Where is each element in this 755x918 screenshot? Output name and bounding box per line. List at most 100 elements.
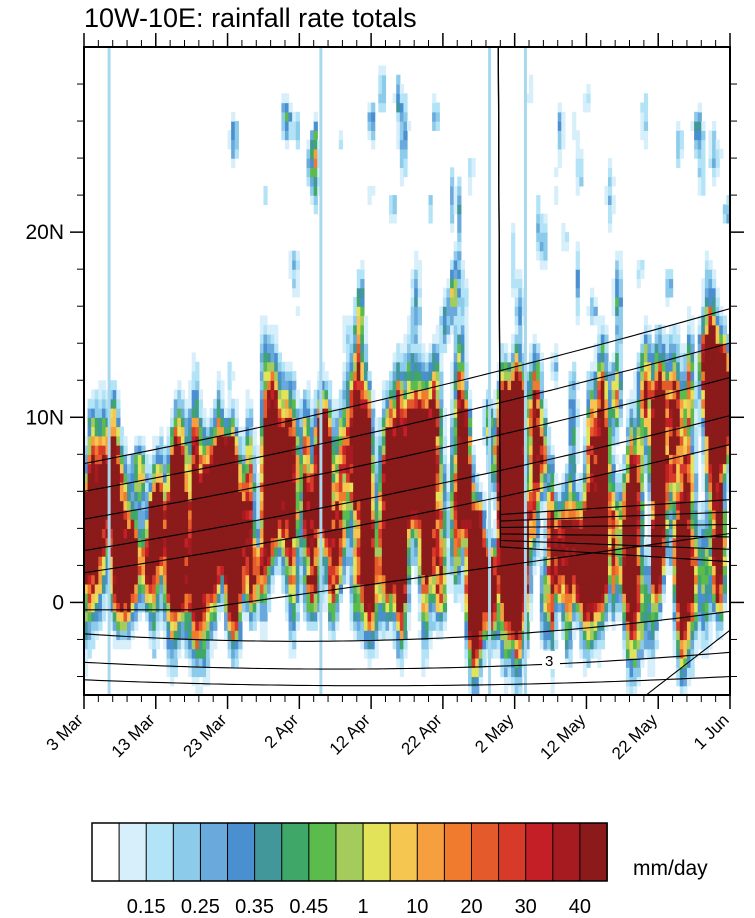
rain-cell bbox=[629, 583, 634, 594]
rain-cell bbox=[288, 361, 293, 372]
rain-cell bbox=[554, 500, 559, 511]
rain-cell bbox=[561, 232, 566, 242]
rain-cell bbox=[84, 472, 89, 483]
rain-cell bbox=[162, 482, 168, 492]
rain-cell bbox=[274, 556, 279, 566]
rain-cell bbox=[378, 509, 383, 520]
rain-cell bbox=[586, 435, 591, 446]
rain-cell bbox=[593, 528, 598, 539]
rain-cell bbox=[514, 445, 519, 455]
rain-cell bbox=[170, 630, 175, 641]
rain-cell bbox=[389, 389, 394, 400]
rain-cell bbox=[87, 648, 92, 659]
rain-cell bbox=[134, 445, 139, 455]
rain-cell bbox=[407, 537, 412, 548]
rain-cell bbox=[590, 296, 595, 307]
rain-cell bbox=[539, 639, 544, 650]
rain-cell bbox=[399, 130, 405, 141]
rain-cell bbox=[607, 546, 613, 557]
rain-cell bbox=[206, 667, 211, 678]
rain-cell bbox=[227, 565, 232, 576]
rain-cell bbox=[539, 426, 544, 437]
rain-cell bbox=[460, 491, 466, 502]
rain-cell bbox=[295, 528, 300, 539]
rain-cell bbox=[306, 556, 311, 566]
rain-cell bbox=[453, 380, 458, 391]
rain-cell bbox=[173, 657, 178, 668]
rain-cell bbox=[435, 537, 440, 548]
rain-cell bbox=[450, 167, 455, 178]
rain-cell bbox=[450, 380, 455, 391]
rain-cell bbox=[625, 546, 631, 557]
rain-cell bbox=[94, 472, 99, 483]
rain-cell bbox=[590, 398, 595, 409]
rain-cell bbox=[478, 611, 483, 622]
rain-cell bbox=[270, 463, 275, 474]
rain-cell bbox=[345, 528, 351, 539]
rain-cell bbox=[277, 454, 282, 465]
rain-cell bbox=[389, 565, 394, 576]
rain-cell bbox=[417, 482, 422, 492]
rain-cell bbox=[245, 602, 250, 613]
rain-cell bbox=[288, 380, 293, 391]
rain-cell bbox=[295, 537, 300, 548]
rain-cell bbox=[227, 482, 232, 492]
rain-cell bbox=[209, 593, 214, 604]
rain-cell bbox=[543, 435, 548, 446]
rain-cell bbox=[320, 528, 326, 539]
rain-cell bbox=[349, 537, 354, 548]
rain-cell bbox=[198, 426, 204, 437]
rain-cell bbox=[209, 583, 214, 594]
rain-cell bbox=[536, 204, 541, 215]
rain-cell bbox=[288, 435, 293, 446]
rain-cell bbox=[148, 519, 153, 529]
rain-cell bbox=[424, 482, 430, 492]
rain-cell bbox=[313, 417, 318, 428]
rain-cell bbox=[514, 371, 519, 381]
rain-cell bbox=[561, 500, 566, 511]
rain-cell bbox=[198, 630, 204, 641]
rain-cell bbox=[421, 630, 426, 641]
rain-cell bbox=[385, 611, 390, 622]
rain-cell bbox=[127, 556, 132, 566]
rain-cell bbox=[91, 593, 96, 604]
rain-cell bbox=[389, 482, 394, 492]
rain-cell bbox=[145, 500, 150, 511]
rain-cell bbox=[159, 509, 164, 520]
rain-cell bbox=[238, 546, 243, 557]
rain-cell bbox=[166, 491, 171, 502]
rain-cell bbox=[353, 435, 358, 446]
rain-cell bbox=[457, 352, 462, 363]
rain-cell bbox=[249, 408, 254, 418]
rain-cell bbox=[546, 593, 552, 604]
rain-cell bbox=[593, 315, 598, 326]
rain-cell bbox=[378, 482, 383, 492]
rain-cell bbox=[306, 380, 311, 391]
rain-cell bbox=[636, 472, 641, 483]
rain-cell bbox=[234, 639, 239, 650]
rain-cell bbox=[363, 315, 369, 326]
rain-cell bbox=[468, 602, 473, 613]
rain-cell bbox=[468, 389, 473, 400]
rain-cell bbox=[274, 352, 279, 363]
rain-cell bbox=[600, 352, 605, 363]
rain-cell bbox=[227, 408, 232, 418]
rain-cell bbox=[363, 435, 369, 446]
rain-cell bbox=[313, 472, 318, 483]
rain-cell bbox=[385, 519, 390, 529]
rain-cell bbox=[360, 537, 365, 548]
rain-cell bbox=[245, 528, 250, 539]
rain-cell bbox=[371, 602, 376, 613]
rain-cell bbox=[84, 639, 89, 650]
rain-cell bbox=[392, 528, 397, 539]
rain-cell bbox=[184, 546, 189, 557]
rain-cell bbox=[410, 380, 415, 391]
rain-cell bbox=[363, 639, 369, 650]
rain-cell bbox=[432, 93, 437, 104]
rain-cell bbox=[299, 491, 304, 502]
rain-cell bbox=[367, 583, 372, 594]
rain-cell bbox=[597, 620, 602, 631]
rain-cell bbox=[342, 324, 347, 335]
rain-cell bbox=[403, 491, 408, 502]
rain-cell bbox=[238, 445, 243, 455]
